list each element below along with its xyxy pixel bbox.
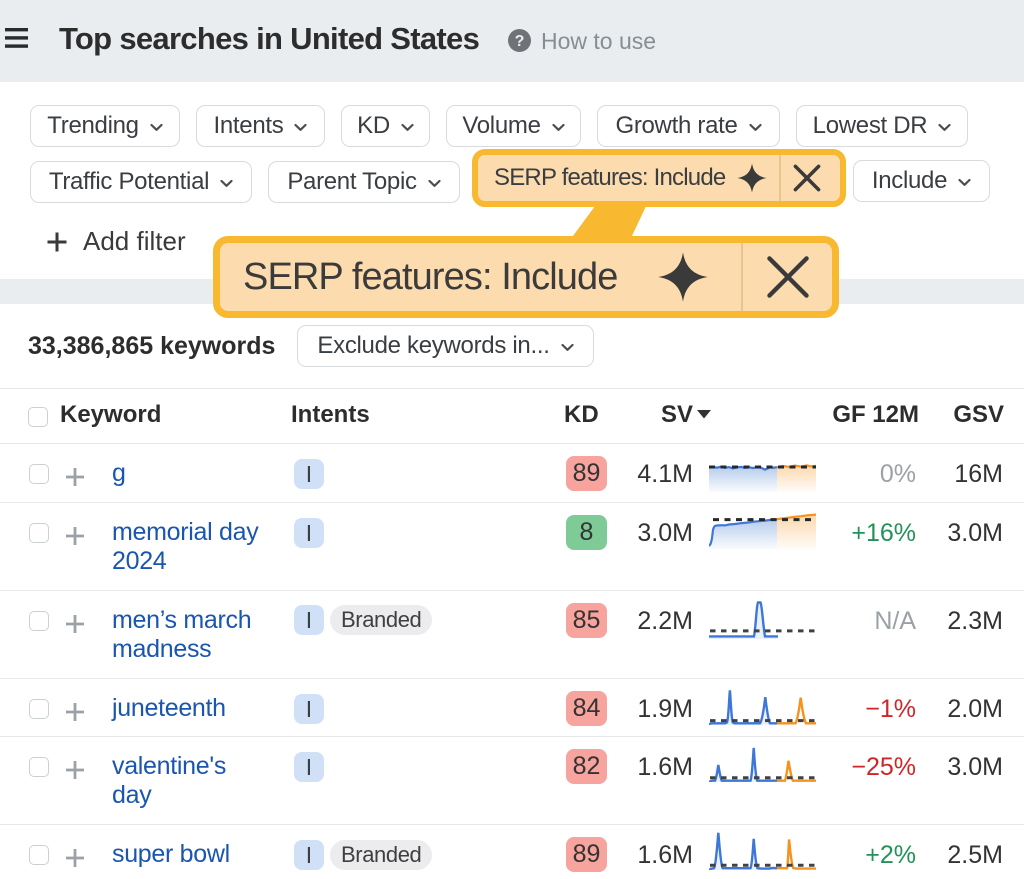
svg-text:?: ? [515,33,525,50]
